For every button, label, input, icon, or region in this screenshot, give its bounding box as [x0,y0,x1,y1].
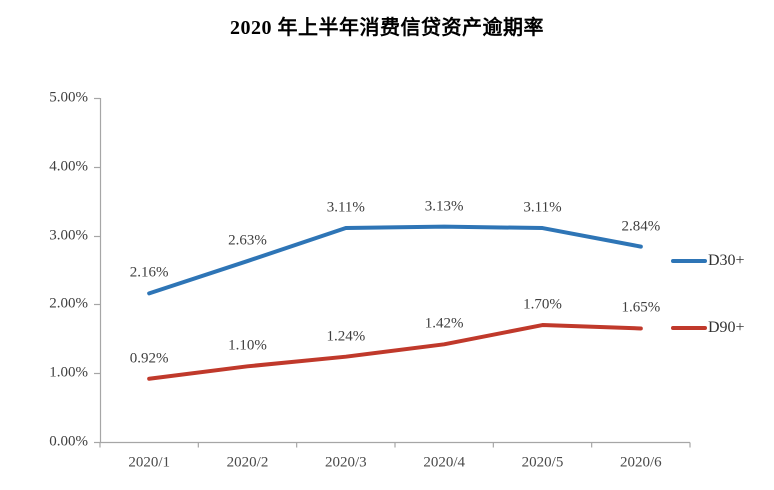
data-label: 2.84% [621,218,661,235]
data-label: 0.92% [129,350,169,367]
legend-label: D90+ [708,319,745,336]
data-label: 1.10% [228,337,267,354]
data-label: 1.70% [523,296,562,313]
x-axis-label: 2020/5 [521,454,564,471]
chart-title: 2020 年上半年消费信贷资产逾期率 [230,17,544,39]
y-axis-label: 0.00% [49,433,88,450]
y-axis-label: 3.00% [49,227,88,244]
y-axis-label: 5.00% [49,89,88,106]
data-label: 2.63% [228,232,267,249]
x-axis-label: 2020/6 [619,454,662,471]
series-line-d30 [147,224,643,296]
legend-item-d30: D30+ [671,253,745,269]
data-label: 1.42% [424,315,464,332]
y-axis-label: 1.00% [49,364,88,381]
x-axis-label: 2020/4 [423,454,465,471]
data-label: 1.24% [326,328,366,345]
x-axis-label: 2020/2 [226,454,269,471]
series-line-d90 [147,323,643,381]
data-label: 3.11% [326,199,365,216]
legend-swatch-icon [671,258,707,264]
legend-swatch-icon [671,325,707,331]
data-label: 1.65% [621,299,661,316]
data-label: 3.11% [523,199,562,216]
legend-item-d90: D90+ [671,320,745,336]
legend-label: D30+ [708,252,745,269]
x-axis-label: 2020/3 [324,454,367,471]
y-axis-label: 4.00% [49,158,88,175]
data-label: 2.16% [129,264,169,281]
y-axis-label: 2.00% [49,295,88,312]
x-axis-label: 2020/1 [128,454,170,471]
data-label: 3.13% [424,198,464,215]
